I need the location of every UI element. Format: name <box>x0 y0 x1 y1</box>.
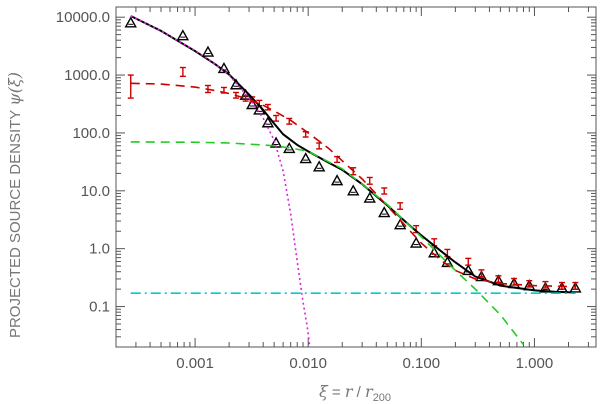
triangle-point <box>312 160 326 172</box>
triangle-point <box>378 206 391 218</box>
series-red-fit <box>130 82 576 288</box>
x-tick-label: 0.100 <box>403 355 441 372</box>
plot-area <box>124 15 582 346</box>
triangle-point <box>347 184 360 196</box>
axes <box>115 6 597 348</box>
tick-labels: 0.001 0.010 0.100 1.000 0.1 1.0 10.0 100.0 1000.… <box>56 9 553 372</box>
series-green-fit <box>130 141 525 346</box>
triangle-point <box>201 45 215 57</box>
y-tick-label: 1.0 <box>89 241 110 258</box>
y-tick-label: 0.1 <box>89 299 110 316</box>
triangle-point <box>299 152 312 164</box>
y-axis-label: PROJECTED SOURCE DENSITY ψ(ξ) <box>5 72 24 338</box>
triangle-point <box>363 191 376 203</box>
triangle-point <box>261 116 275 128</box>
triangle-point <box>246 98 259 110</box>
red-fit-line <box>130 82 576 288</box>
y-tick-label: 10.0 <box>81 183 110 200</box>
triangle-point <box>176 29 190 41</box>
x-tick-label: 0.010 <box>289 355 327 372</box>
y-axis-psi: ψ(ξ) <box>5 72 24 106</box>
y-tick-label: 100.0 <box>72 125 110 142</box>
y-tick-label: 1000.0 <box>64 67 110 84</box>
triangle-point <box>124 16 137 28</box>
green-fit-line <box>130 141 525 346</box>
y-tick-label: 10000.0 <box>56 9 110 26</box>
plot-frame <box>115 6 597 348</box>
x-tick-label: 1.000 <box>516 355 554 372</box>
triangle-point <box>393 218 407 230</box>
x-axis-label: ξ = r / r200 <box>319 382 391 404</box>
triangle-point <box>330 174 344 186</box>
triangle-point <box>441 255 454 268</box>
triangle-point <box>409 236 423 248</box>
x-tick-label: 0.001 <box>176 355 214 372</box>
